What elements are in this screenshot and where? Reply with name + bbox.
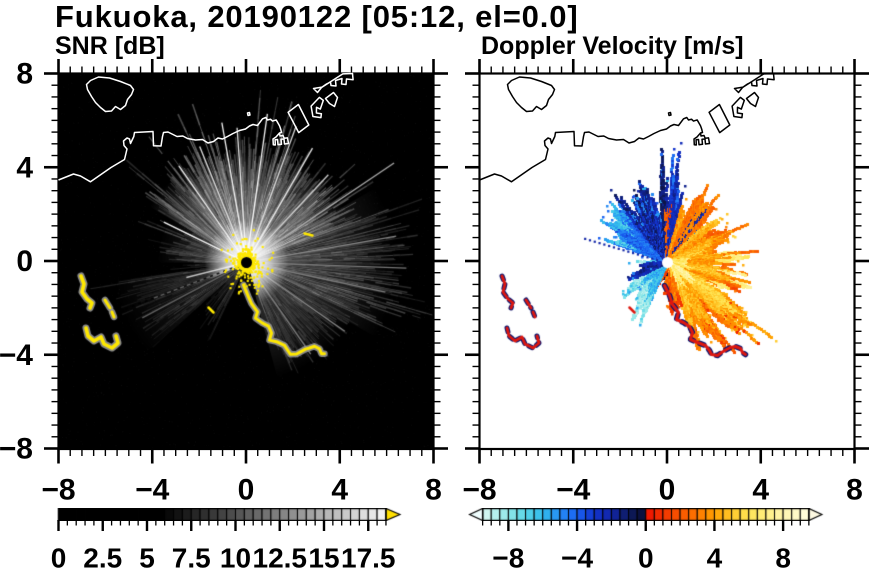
svg-text:−8: −8 (0, 433, 33, 466)
svg-text:10: 10 (220, 543, 251, 570)
svg-text:−4: −4 (561, 543, 593, 570)
svg-text:4: 4 (752, 474, 769, 507)
svg-text:7.5: 7.5 (172, 543, 211, 570)
svg-text:Doppler Velocity [m/s]: Doppler Velocity [m/s] (481, 32, 744, 60)
svg-text:SNR [dB]: SNR [dB] (55, 32, 165, 60)
svg-text:17.5: 17.5 (341, 543, 396, 570)
svg-text:−4: −4 (556, 474, 591, 507)
svg-text:0: 0 (659, 474, 676, 507)
svg-text:12.5: 12.5 (253, 543, 308, 570)
svg-text:4: 4 (16, 151, 33, 184)
svg-text:5: 5 (139, 543, 155, 570)
svg-text:−4: −4 (0, 339, 33, 372)
svg-text:−4: −4 (135, 474, 170, 507)
svg-text:8: 8 (775, 543, 791, 570)
svg-text:Fukuoka, 20190122 [05:12, el=0: Fukuoka, 20190122 [05:12, el=0.0] (55, 0, 579, 34)
svg-text:0: 0 (238, 474, 255, 507)
svg-text:−8: −8 (462, 474, 496, 507)
svg-text:−8: −8 (41, 474, 75, 507)
svg-text:8: 8 (425, 474, 442, 507)
svg-text:8: 8 (846, 474, 863, 507)
svg-text:8: 8 (16, 58, 33, 91)
svg-text:4: 4 (707, 543, 723, 570)
svg-text:4: 4 (331, 474, 348, 507)
svg-text:15: 15 (308, 543, 339, 570)
svg-text:0: 0 (16, 245, 33, 278)
svg-text:0: 0 (638, 543, 654, 570)
svg-text:0: 0 (51, 543, 67, 570)
svg-text:−8: −8 (492, 543, 524, 570)
svg-text:2.5: 2.5 (83, 543, 122, 570)
